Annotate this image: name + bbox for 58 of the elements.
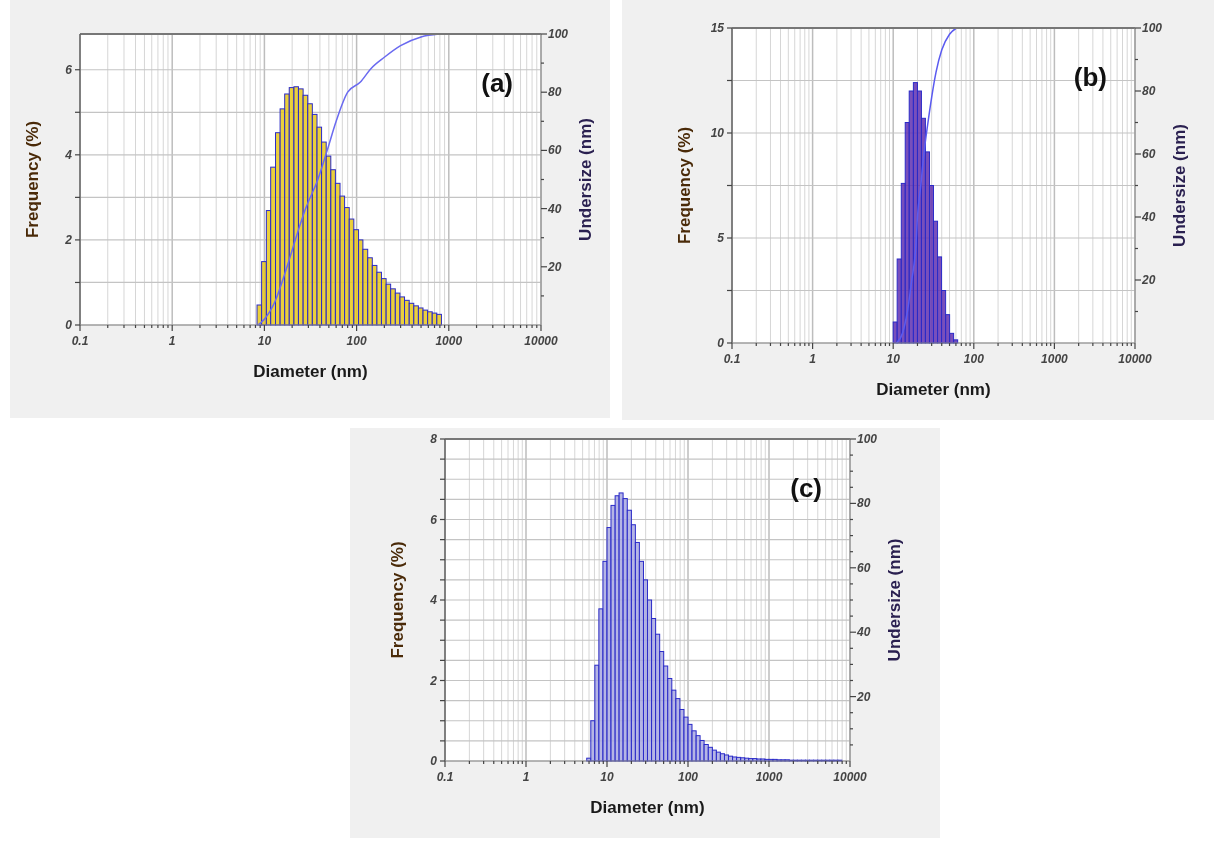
- y-tick-label: 15: [710, 21, 725, 35]
- annotation: (c): [790, 473, 822, 503]
- y-tick-label: 10: [710, 126, 725, 140]
- y-axis-title: Frequency (%): [675, 126, 694, 245]
- x-tick-label: 1000: [1041, 352, 1069, 366]
- y-tick-label: 0: [430, 754, 438, 768]
- y-tick-label: 0: [717, 336, 725, 350]
- x-tick-label: 10000: [1118, 352, 1153, 366]
- y2-tick-label: 80: [548, 85, 562, 100]
- y2-tick-label: 60: [857, 560, 871, 575]
- y-tick-label: 8: [430, 432, 438, 446]
- x-tick-label: 10000: [833, 770, 868, 784]
- y2-tick-label: 20: [856, 689, 871, 704]
- x-axis-title: Diameter (nm): [590, 798, 705, 817]
- y-tick-label: 4: [64, 147, 73, 162]
- x-tick-label: 10: [600, 770, 614, 784]
- x-tick-label: 10: [886, 352, 901, 366]
- y2-tick-label: 80: [857, 496, 871, 511]
- y2-tick-label: 20: [547, 259, 562, 274]
- x-tick-label: 0.1: [71, 334, 89, 348]
- x-axis-title: Diameter (nm): [253, 362, 368, 381]
- x-axis-title: Diameter (nm): [876, 380, 991, 399]
- y-tick-label: 2: [429, 673, 438, 688]
- y2-tick-label: 20: [1141, 273, 1156, 287]
- y-axis-title: Frequency (%): [23, 120, 42, 239]
- x-tick-label: 100: [677, 770, 699, 784]
- y2-tick-label: 100: [548, 27, 569, 41]
- y-tick-label: 4: [429, 593, 438, 607]
- y-tick-label: 5: [717, 231, 725, 245]
- x-tick-label: 0.1: [436, 770, 454, 784]
- x-tick-label: 1: [809, 352, 817, 366]
- x-tick-label: 1000: [755, 770, 783, 784]
- y-tick-label: 6: [65, 62, 73, 77]
- x-tick-label: 10000: [524, 334, 559, 348]
- y2-axis-title: Undersize (nm): [1170, 124, 1189, 247]
- x-tick-label: 10: [257, 334, 272, 348]
- y-tick-label: 2: [64, 232, 73, 247]
- x-tick-label: 100: [346, 334, 367, 348]
- annotation: (b): [1073, 62, 1107, 92]
- y-tick-label: 0: [65, 318, 73, 332]
- y2-axis-title: Undersize (nm): [885, 538, 904, 662]
- y2-tick-label: 60: [1142, 147, 1156, 161]
- x-tick-label: 1: [522, 770, 530, 784]
- x-tick-label: 100: [963, 352, 985, 366]
- y2-tick-label: 40: [547, 201, 562, 216]
- y2-tick-label: 40: [856, 625, 871, 640]
- y2-tick-label: 80: [1142, 84, 1156, 98]
- y-axis-title: Frequency (%): [388, 541, 407, 659]
- x-tick-label: 1000: [435, 334, 463, 348]
- y2-tick-label: 100: [857, 432, 878, 446]
- x-tick-label: 1: [168, 334, 176, 348]
- x-tick-label: 0.1: [723, 352, 741, 366]
- y2-tick-label: 60: [548, 143, 562, 158]
- y2-tick-label: 40: [1141, 210, 1156, 224]
- y2-axis-title: Undersize (nm): [576, 118, 595, 241]
- y2-tick-label: 100: [1142, 21, 1163, 35]
- annotation: (a): [481, 68, 513, 98]
- y-tick-label: 6: [430, 512, 438, 527]
